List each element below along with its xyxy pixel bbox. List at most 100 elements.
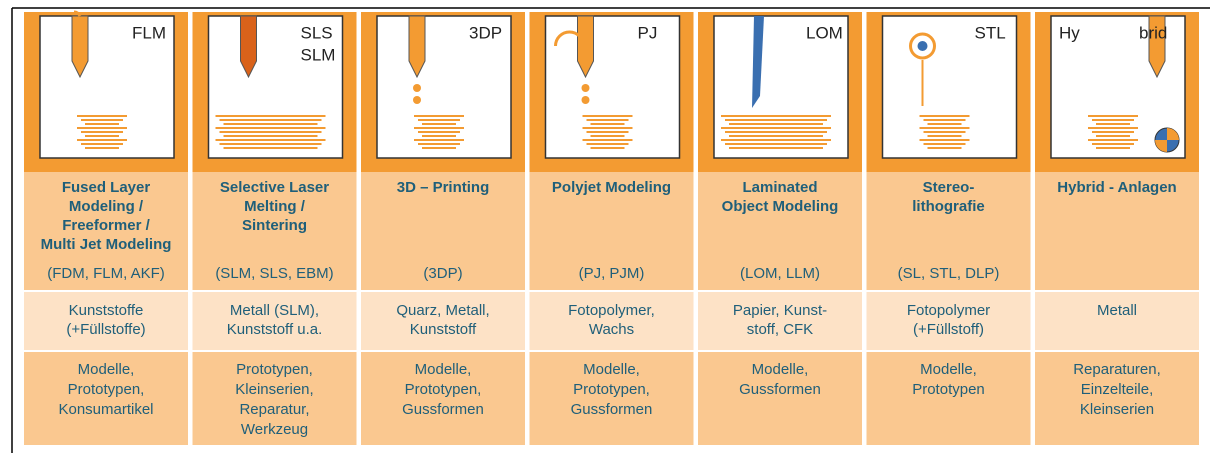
application-cell (361, 352, 525, 445)
application: Prototypen, (573, 381, 650, 398)
material-cell (192, 292, 357, 350)
abbreviation: (SLM, SLS, EBM) (215, 265, 333, 282)
material: (+Füllstoffe) (66, 321, 145, 338)
droplet (581, 84, 590, 92)
title-cell (698, 172, 862, 290)
application: Konsumartikel (58, 401, 153, 418)
application: Modelle, (752, 361, 809, 378)
material-cell (1035, 292, 1199, 350)
process-title: Modeling / (69, 198, 144, 215)
application: Prototypen (912, 381, 985, 398)
application-cell (24, 352, 188, 445)
material: (+Füllstoff) (913, 321, 984, 338)
application: Modelle, (78, 361, 135, 378)
icon-label: FLM (132, 23, 166, 42)
application: Gussformen (739, 381, 821, 398)
application: Reparaturen, (1073, 361, 1161, 378)
icon-label: Hy (1059, 23, 1080, 42)
material: Fotopolymer, (568, 302, 655, 319)
process-title: Melting / (244, 198, 306, 215)
material: Kunststoffe (69, 302, 144, 319)
title-cell (1035, 172, 1199, 290)
icon-label: PJ (638, 23, 658, 42)
nozzle (408, 15, 426, 79)
application-cell (1035, 352, 1199, 445)
material-cell (361, 292, 525, 350)
icon-label: SLS (301, 23, 333, 42)
title-cell (192, 172, 357, 290)
material: Kunststoff u.a. (227, 321, 323, 338)
material: Metall (SLM), (230, 302, 319, 319)
process-title: Object Modeling (722, 198, 839, 215)
process-title: Freeformer / (62, 217, 150, 234)
icon-box (207, 15, 344, 159)
material: Metall (1097, 302, 1137, 319)
application-cell (529, 352, 694, 445)
material-cell (866, 292, 1031, 350)
application-cell (192, 352, 357, 445)
abbreviation: (3DP) (423, 265, 462, 282)
nozzle (71, 15, 89, 79)
application: Gussformen (571, 401, 653, 418)
icon-label: 3DP (469, 23, 502, 42)
process-title: lithografie (912, 198, 985, 215)
droplet (413, 84, 421, 92)
tool-icon-part (1155, 128, 1179, 152)
abbreviation: (LOM, LLM) (740, 265, 820, 282)
process-title: Selective Laser (220, 179, 329, 196)
droplet (581, 96, 590, 104)
nozzle (240, 15, 257, 79)
process-title: Stereo- (923, 179, 975, 196)
icon-box (713, 15, 849, 159)
title-cell (866, 172, 1031, 290)
icon-box (39, 15, 175, 159)
material: Kunststoff (410, 321, 477, 338)
application: Prototypen, (405, 381, 482, 398)
filament (73, 10, 82, 17)
title-cell (529, 172, 694, 290)
uv-lamp (554, 30, 585, 47)
application-cell (866, 352, 1031, 445)
nozzle (1148, 15, 1166, 79)
material: Fotopolymer (907, 302, 990, 319)
icon-label: LOM (806, 23, 843, 42)
droplet (413, 96, 421, 104)
application: Prototypen, (68, 381, 145, 398)
application: Modelle, (920, 361, 977, 378)
application: Modelle, (415, 361, 472, 378)
material: stoff, CFK (747, 321, 813, 338)
abbreviation: (SL, STL, DLP) (898, 265, 1000, 282)
process-title: Sintering (242, 217, 307, 234)
process-title: Laminated (742, 179, 817, 196)
application: Modelle, (583, 361, 640, 378)
light-core (917, 41, 928, 51)
application: Gussformen (402, 401, 484, 418)
icon-box (544, 15, 681, 159)
material-cell (24, 292, 188, 350)
title-cell (361, 172, 525, 290)
process-title: Hybrid - Anlagen (1057, 179, 1176, 196)
material-cell (529, 292, 694, 350)
application-cell (698, 352, 862, 445)
icon-label: SLM (301, 45, 336, 64)
application: Kleinserien, (235, 381, 313, 398)
process-title: Multi Jet Modeling (41, 236, 172, 253)
application: Kleinserien (1080, 401, 1154, 418)
process-title: 3D – Printing (397, 179, 490, 196)
abbreviation: (PJ, PJM) (579, 265, 645, 282)
material: Wachs (589, 321, 634, 338)
process-title: Polyjet Modeling (552, 179, 671, 196)
material-cell (698, 292, 862, 350)
icon-label: STL (975, 23, 1006, 42)
application: Werkzeug (241, 421, 308, 438)
application: Reparatur, (239, 401, 309, 418)
blade (752, 16, 764, 108)
application: Einzelteile, (1081, 381, 1154, 398)
material: Quarz, Metall, (396, 302, 489, 319)
icon-box (376, 15, 512, 159)
abbreviation: (FDM, FLM, AKF) (47, 265, 165, 282)
material: Papier, Kunst- (733, 302, 827, 319)
title-cell (24, 172, 188, 290)
